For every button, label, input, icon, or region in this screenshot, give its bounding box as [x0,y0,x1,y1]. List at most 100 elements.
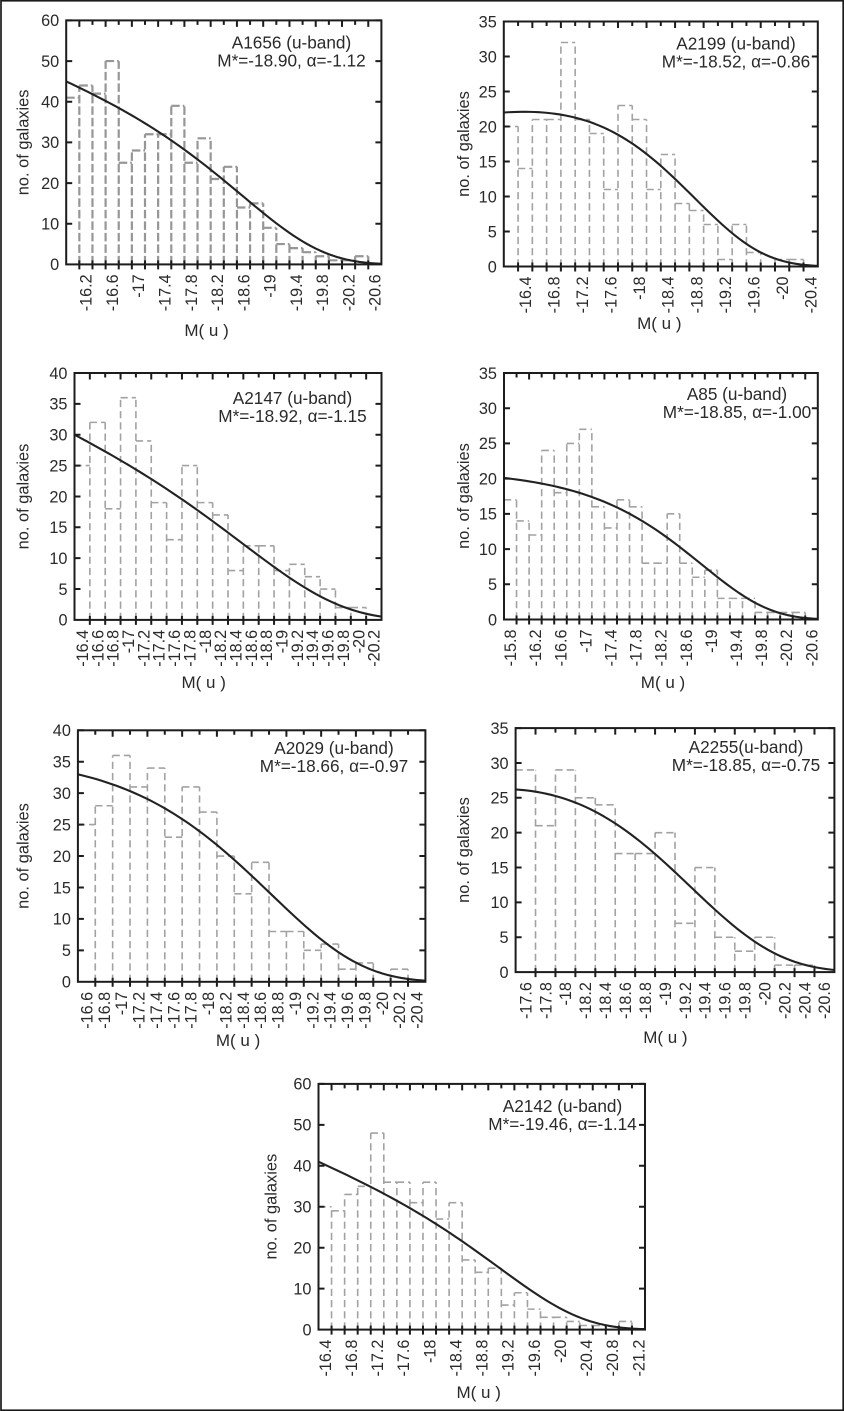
svg-text:50: 50 [293,1117,311,1135]
svg-text:-20: -20 [756,982,774,1005]
svg-text:-18: -18 [421,1340,439,1363]
svg-text:10: 10 [293,1280,311,1298]
svg-text:no. of galaxies: no. of galaxies [455,443,473,549]
svg-text:35: 35 [479,13,497,31]
svg-text:-20.4: -20.4 [796,982,814,1019]
svg-text:0: 0 [488,258,497,276]
svg-text:-19.8: -19.8 [314,274,332,311]
svg-text:-17.2: -17.2 [131,992,149,1029]
svg-text:0: 0 [58,612,67,630]
svg-text:5: 5 [488,223,497,241]
svg-text:M*=-18.85, α=-0.75: M*=-18.85, α=-0.75 [672,755,820,775]
svg-text:0: 0 [500,964,509,982]
svg-text:-18.2: -18.2 [212,630,230,667]
svg-text:-17.4: -17.4 [157,274,175,311]
svg-text:-18.4: -18.4 [447,1340,465,1377]
svg-text:-16.6: -16.6 [552,630,570,667]
svg-text:-15.8: -15.8 [502,630,520,667]
svg-text:50: 50 [41,53,59,71]
svg-text:no. of galaxies: no. of galaxies [15,444,33,550]
svg-text:-18.4: -18.4 [597,982,615,1019]
svg-text:-18.2: -18.2 [209,274,227,311]
svg-text:-17: -17 [120,630,138,653]
svg-text:M( u ): M( u ) [643,1028,687,1047]
svg-text:30: 30 [293,1199,311,1217]
svg-text:-17.8: -17.8 [183,274,201,311]
svg-text:-19: -19 [287,992,305,1015]
svg-text:-19.4: -19.4 [304,630,322,667]
svg-text:-19.8: -19.8 [753,630,771,667]
svg-text:-16.8: -16.8 [546,277,564,314]
svg-text:-18.4: -18.4 [227,630,245,667]
svg-text:M*=-19.46, α=-1.14: M*=-19.46, α=-1.14 [488,1114,637,1134]
svg-text:no. of galaxies: no. of galaxies [455,797,473,903]
svg-text:40: 40 [293,1158,311,1176]
svg-text:-19: -19 [703,630,721,653]
svg-text:-18: -18 [197,630,215,653]
svg-text:-18: -18 [557,982,575,1005]
svg-text:A1656 (u-band): A1656 (u-band) [232,33,351,53]
svg-text:-19.6: -19.6 [320,630,338,667]
svg-text:0: 0 [488,611,497,629]
svg-text:0: 0 [62,974,71,992]
svg-text:M( u ): M( u ) [457,1383,501,1402]
svg-text:35: 35 [53,754,71,772]
svg-text:-19: -19 [274,630,292,653]
svg-text:-17: -17 [577,630,595,653]
svg-text:-19.2: -19.2 [304,992,322,1029]
svg-text:30: 30 [49,427,67,445]
svg-text:-19.8: -19.8 [356,992,374,1029]
svg-text:15: 15 [479,506,497,524]
svg-text:M*=-18.90, α=-1.12: M*=-18.90, α=-1.12 [217,51,365,71]
svg-text:-19.2: -19.2 [717,277,735,314]
svg-text:-20.6: -20.6 [367,274,385,311]
svg-text:-18: -18 [631,277,649,300]
svg-text:-20.4: -20.4 [802,277,820,314]
svg-text:-17.6: -17.6 [395,1340,413,1377]
svg-text:-17.6: -17.6 [517,982,535,1019]
svg-text:-19: -19 [657,982,675,1005]
svg-text:-17.4: -17.4 [151,630,169,667]
svg-text:-19.4: -19.4 [322,992,340,1029]
svg-text:20: 20 [293,1240,311,1258]
svg-text:-20: -20 [374,992,392,1015]
svg-text:30: 30 [479,400,497,418]
svg-text:0: 0 [302,1321,311,1339]
svg-text:-19.2: -19.2 [289,630,307,667]
svg-text:-16.2: -16.2 [527,630,545,667]
svg-text:-17.6: -17.6 [166,630,184,667]
svg-text:-19.4: -19.4 [728,630,746,667]
svg-text:-18.6: -18.6 [235,274,253,311]
svg-text:-19.2: -19.2 [500,1340,518,1377]
svg-text:-16.8: -16.8 [96,992,114,1029]
svg-text:25: 25 [479,435,497,453]
svg-text:-17.8: -17.8 [628,630,646,667]
svg-text:-20.4: -20.4 [409,992,427,1029]
svg-text:-17.6: -17.6 [603,277,621,314]
svg-text:-17.4: -17.4 [602,630,620,667]
svg-text:-18.8: -18.8 [637,982,655,1019]
svg-text:-20.6: -20.6 [816,982,834,1019]
svg-text:10: 10 [479,541,497,559]
svg-text:-17: -17 [113,992,131,1015]
svg-text:-20.6: -20.6 [803,630,821,667]
svg-text:-20.2: -20.2 [366,630,384,667]
svg-text:-18.2: -18.2 [217,992,235,1029]
svg-text:A85 (u-band): A85 (u-band) [687,384,787,404]
svg-text:-17.8: -17.8 [181,630,199,667]
svg-text:A2147 (u-band): A2147 (u-band) [233,388,352,408]
svg-text:20: 20 [479,470,497,488]
svg-text:-17.2: -17.2 [369,1340,387,1377]
svg-text:A2255(u-band): A2255(u-band) [689,737,804,757]
svg-text:-18.4: -18.4 [235,992,253,1029]
svg-text:30: 30 [490,755,508,773]
svg-text:-17.4: -17.4 [148,992,166,1029]
svg-text:-20.4: -20.4 [578,1340,596,1377]
svg-text:15: 15 [479,153,497,171]
svg-text:-16.4: -16.4 [317,1340,335,1377]
svg-text:35: 35 [479,365,497,383]
svg-text:40: 40 [53,722,71,740]
svg-text:10: 10 [49,550,67,568]
svg-text:-18.2: -18.2 [653,630,671,667]
svg-text:25: 25 [49,457,67,475]
